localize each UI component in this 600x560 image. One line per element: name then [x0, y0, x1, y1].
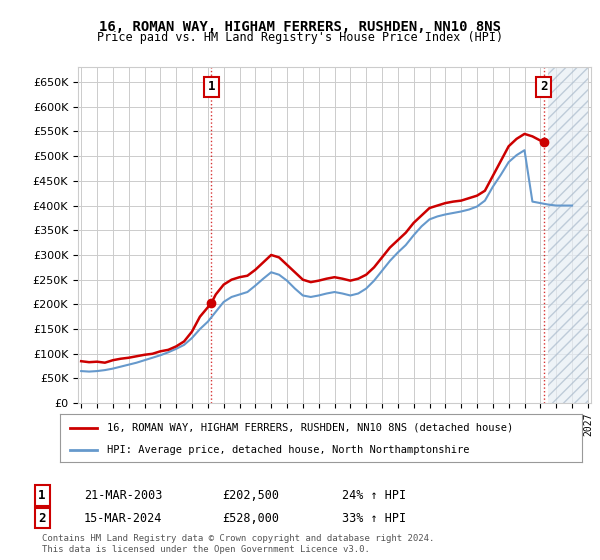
Text: 15-MAR-2024: 15-MAR-2024: [84, 511, 163, 525]
Text: This data is licensed under the Open Government Licence v3.0.: This data is licensed under the Open Gov…: [42, 545, 370, 554]
Text: 33% ↑ HPI: 33% ↑ HPI: [342, 511, 406, 525]
Text: £202,500: £202,500: [222, 489, 279, 502]
Text: 16, ROMAN WAY, HIGHAM FERRERS, RUSHDEN, NN10 8NS: 16, ROMAN WAY, HIGHAM FERRERS, RUSHDEN, …: [99, 20, 501, 34]
Text: 1: 1: [38, 489, 46, 502]
Text: 16, ROMAN WAY, HIGHAM FERRERS, RUSHDEN, NN10 8NS (detached house): 16, ROMAN WAY, HIGHAM FERRERS, RUSHDEN, …: [107, 423, 513, 433]
Text: 24% ↑ HPI: 24% ↑ HPI: [342, 489, 406, 502]
Text: Contains HM Land Registry data © Crown copyright and database right 2024.: Contains HM Land Registry data © Crown c…: [42, 534, 434, 543]
Text: 1: 1: [208, 81, 215, 94]
Text: £528,000: £528,000: [222, 511, 279, 525]
Text: 2: 2: [38, 511, 46, 525]
Bar: [548, 67, 588, 403]
Text: HPI: Average price, detached house, North Northamptonshire: HPI: Average price, detached house, Nort…: [107, 445, 469, 455]
Text: 2: 2: [540, 81, 547, 94]
Text: Price paid vs. HM Land Registry's House Price Index (HPI): Price paid vs. HM Land Registry's House …: [97, 31, 503, 44]
Text: 21-MAR-2003: 21-MAR-2003: [84, 489, 163, 502]
